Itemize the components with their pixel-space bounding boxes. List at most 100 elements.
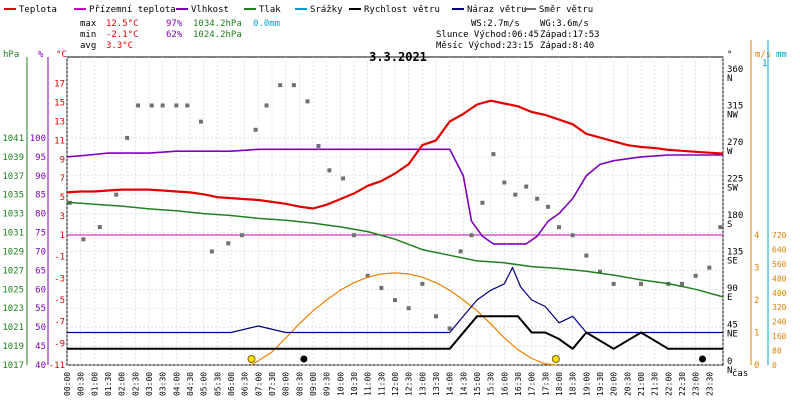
axis-header-hpa: hPa [3,50,19,60]
x-tick-label: 03:00 [145,372,154,396]
wind-direction-point [480,200,485,205]
legend-label: Teplota [19,5,57,15]
wind-direction-point [393,298,397,303]
rain-tick: 0 [772,361,777,370]
x-tick-label: 22:30 [678,372,687,396]
temp-tick: 3 [60,212,65,222]
x-tick-label: 11:00 [364,372,373,396]
wind-dir-tick: 315 [727,102,743,112]
x-tick-label: 00:30 [77,372,86,396]
x-tick-label: 04:30 [186,372,195,396]
stat-max-hum: 97% [166,19,183,29]
humidity-tick: 60 [35,285,46,295]
wind-speed-tick: 3 [754,264,759,274]
wind-dir-tick: 0 [727,357,732,367]
temp-tick: -5 [54,296,65,306]
temp-tick: -7 [54,318,65,328]
x-tick-label: 20:30 [623,372,632,396]
moon-marker [699,355,706,363]
temp-tick: 13 [54,117,65,127]
temp-tick: 15 [54,99,65,109]
wind-direction-point [718,225,723,230]
wind-speed-tick: 4 [754,231,759,241]
wind-direction-point [239,233,244,238]
humidity-tick: 55 [35,304,46,314]
wind-direction-point [491,152,496,157]
stat-avg-label: avg [80,41,96,51]
temp-tick: 11 [54,136,65,146]
pressure-tick: 1035 [2,191,24,201]
humidity-tick: 85 [35,191,46,201]
x-tick-label: 16:00 [500,372,509,396]
wind-dir-compass: N [727,366,732,376]
wind-direction-point [598,269,602,274]
x-tick-label: 10:30 [350,372,359,396]
temp-tick: 17 [54,80,65,90]
wind-direction-point [469,233,474,238]
wind-direction-point [513,192,518,197]
wind-direction-point [136,103,141,108]
humidity-tick: 70 [35,247,46,257]
humidity-tick: 95 [35,153,46,163]
wind-dir-tick: 45 [727,321,738,331]
wind-dir-compass: SE [727,257,738,267]
x-tick-label: 15:00 [473,372,482,396]
chart-title: 3.3.2021 [369,50,427,64]
temp-tick: 1 [60,231,65,241]
x-tick-label: 14:00 [446,372,455,396]
x-tick-label: 11:30 [377,372,386,396]
wind-dir-compass: S [727,220,732,230]
temp-tick: -1 [54,253,65,263]
rain-tick: 80 [772,347,782,356]
wind-direction-point [557,225,561,230]
sun-marker [551,355,560,363]
legend-label: Vlhkost [191,5,229,15]
humidity-tick: 80 [35,210,46,220]
x-tick-label: 04:00 [172,372,181,396]
stat-max-rain: 0.0mm [253,19,280,29]
wind-dir-tick: 180 [727,211,743,221]
wind-dir-compass: SW [727,184,738,194]
x-tick-label: 06:00 [227,372,236,396]
x-tick-label: 08:30 [295,372,304,396]
wind-direction-point [535,196,540,201]
wind-direction-point [226,241,231,246]
wind-speed-tick: 1 [754,329,759,339]
info-sunrise: Slunce Východ:06:45 [436,30,539,40]
wind-dir-compass: E [727,293,732,303]
x-tick-label: 09:30 [323,372,332,396]
wind-direction-point [420,281,425,286]
wind-direction-point [264,103,269,108]
wind-direction-point [570,233,575,238]
stat-min-label: min [80,30,96,40]
temp-tick: -9 [54,339,65,349]
wind-direction-point [502,180,507,185]
x-tick-label: 07:00 [254,372,263,396]
info-sunset: Západ:17:53 [540,30,600,40]
pressure-tick: 1027 [2,266,24,276]
temp-tick: 7 [60,174,65,184]
rain-tick: 640 [772,245,787,254]
wind-direction-point [291,83,296,88]
legend-label: Srážky [310,5,343,15]
x-tick-label: 15:30 [487,372,496,396]
x-tick-label: 06:30 [241,372,250,396]
stat-min-press: 1024.2hPa [193,30,242,40]
wind-direction-point [253,127,258,132]
wind-direction-point [379,285,384,290]
wind-direction-point [316,144,321,148]
wind-direction-point [341,176,346,181]
wind-direction-point [524,184,529,189]
x-tick-label: 23:00 [692,372,701,396]
pressure-tick: 1037 [2,172,24,182]
rain-tick: 480 [772,274,787,283]
x-tick-label: 08:00 [282,372,291,396]
x-tick-label: 05:00 [200,372,209,396]
humidity-tick: 50 [35,323,46,333]
pressure-tick: 1025 [2,285,24,295]
wind-direction-point [352,233,356,238]
rain-tick: 240 [772,318,787,327]
x-tick-label: 02:30 [131,372,140,396]
stat-max-press: 1034.2hPa [193,19,242,29]
axis-header-mm: mm [776,50,787,60]
